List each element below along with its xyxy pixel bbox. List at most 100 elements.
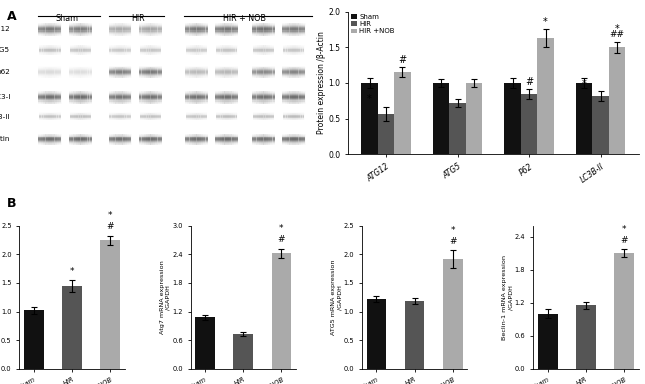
Bar xyxy=(263,23,266,36)
Bar xyxy=(39,117,61,118)
Bar xyxy=(111,134,114,145)
Bar xyxy=(69,24,92,25)
Bar xyxy=(232,91,234,104)
Bar xyxy=(270,66,273,78)
Bar xyxy=(190,45,192,55)
Bar xyxy=(120,113,123,121)
Bar xyxy=(81,66,83,78)
Bar xyxy=(215,134,238,136)
Bar xyxy=(283,142,305,143)
Bar xyxy=(301,66,303,78)
Bar xyxy=(140,45,143,55)
Bar xyxy=(466,83,482,154)
Bar xyxy=(215,144,238,145)
Bar xyxy=(235,45,238,55)
Bar xyxy=(215,27,238,28)
Bar xyxy=(139,24,162,25)
Bar xyxy=(39,113,61,114)
Bar xyxy=(236,23,239,36)
Bar xyxy=(266,113,268,121)
Bar xyxy=(220,66,223,78)
Bar xyxy=(69,66,72,78)
Text: HIR: HIR xyxy=(131,14,144,23)
Bar xyxy=(129,134,132,145)
Bar xyxy=(39,30,61,31)
Bar xyxy=(69,76,92,77)
Text: ##: ## xyxy=(610,30,624,40)
Bar xyxy=(227,45,229,55)
Bar xyxy=(252,30,275,31)
Bar xyxy=(538,314,557,369)
Bar xyxy=(69,33,92,35)
Bar xyxy=(39,94,61,95)
Bar xyxy=(155,66,157,78)
Bar xyxy=(259,91,261,104)
Bar xyxy=(283,119,304,120)
Bar xyxy=(157,66,160,78)
Bar xyxy=(139,73,162,74)
Bar xyxy=(184,93,208,94)
Bar xyxy=(215,99,238,101)
Bar xyxy=(39,91,41,104)
Bar xyxy=(139,95,162,96)
Bar xyxy=(83,66,85,78)
Bar xyxy=(139,134,162,136)
Bar xyxy=(186,120,207,121)
Bar xyxy=(76,113,79,121)
Bar xyxy=(71,134,74,145)
Bar xyxy=(139,99,162,101)
Bar xyxy=(283,118,304,119)
Bar xyxy=(283,69,305,70)
Bar xyxy=(69,23,72,36)
Bar xyxy=(140,49,161,50)
Bar xyxy=(39,54,61,55)
Bar xyxy=(184,72,208,73)
Bar xyxy=(57,134,59,145)
Bar xyxy=(224,134,227,145)
Bar xyxy=(155,45,157,55)
Bar xyxy=(283,114,304,115)
Bar xyxy=(253,45,274,46)
Bar xyxy=(146,66,148,78)
Bar xyxy=(109,115,131,116)
Bar xyxy=(272,45,274,55)
Bar xyxy=(283,137,305,138)
Bar xyxy=(252,91,255,104)
Bar xyxy=(39,95,61,96)
Bar xyxy=(129,66,132,78)
Bar xyxy=(186,47,207,48)
Bar xyxy=(186,113,207,114)
Bar xyxy=(187,23,190,36)
Bar xyxy=(192,45,194,55)
Bar xyxy=(252,31,275,33)
Bar xyxy=(199,91,201,104)
Bar xyxy=(144,91,146,104)
Bar xyxy=(283,101,305,103)
Bar xyxy=(52,45,54,55)
Bar xyxy=(253,119,274,120)
Bar xyxy=(70,113,72,121)
Bar xyxy=(39,119,61,120)
Bar xyxy=(259,66,261,78)
Bar xyxy=(196,134,199,145)
Bar xyxy=(186,52,207,53)
Text: LC3-II: LC3-II xyxy=(0,114,10,119)
Bar xyxy=(196,23,199,36)
Bar xyxy=(194,134,197,145)
Bar xyxy=(39,116,61,117)
Bar xyxy=(39,120,61,121)
Bar xyxy=(109,53,131,54)
Bar xyxy=(217,134,220,145)
Bar xyxy=(252,28,275,30)
Bar xyxy=(108,92,132,93)
Bar xyxy=(201,113,203,121)
Bar xyxy=(108,91,132,92)
Bar xyxy=(186,113,188,121)
Bar xyxy=(70,118,91,119)
Bar xyxy=(48,91,50,104)
Bar xyxy=(303,23,306,36)
Bar xyxy=(108,27,132,28)
Bar xyxy=(283,92,305,93)
Bar xyxy=(190,113,192,121)
Bar xyxy=(74,91,76,104)
